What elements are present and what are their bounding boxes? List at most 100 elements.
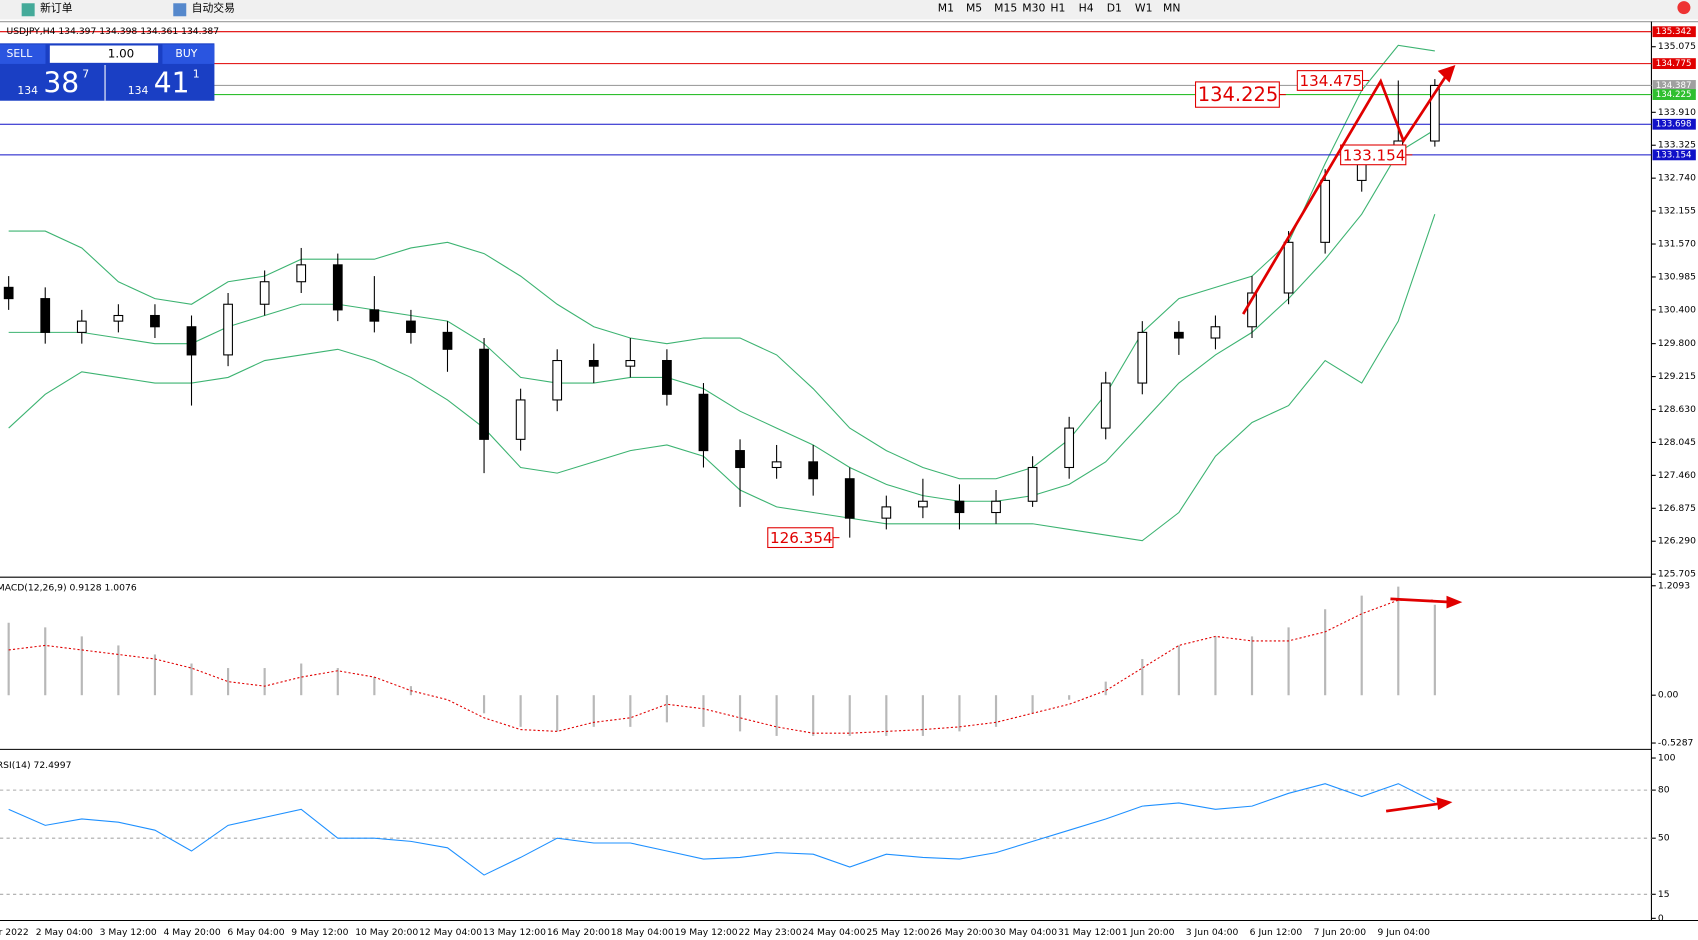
ask-big-figure[interactable]: 134	[128, 84, 149, 97]
alert-icon[interactable]	[1677, 1, 1691, 15]
price-level-tag	[1652, 58, 1696, 70]
candle-body	[1100, 382, 1111, 429]
bid-pips[interactable]: 38	[43, 66, 79, 99]
x-tick-label: 12 May 04:00	[419, 927, 482, 938]
bollinger-band	[8, 214, 1436, 542]
candle-body	[479, 348, 489, 440]
bollinger-band	[8, 129, 1436, 502]
price-level-tag	[1652, 26, 1696, 38]
candle-body	[588, 359, 599, 367]
candle-body	[332, 264, 343, 311]
candle-body	[1027, 466, 1038, 502]
x-tick-label: 19 May 12:00	[675, 927, 738, 938]
x-tick-label: 3 May 12:00	[100, 927, 157, 938]
candle-body	[881, 506, 892, 519]
lots-value[interactable]: 1.00	[108, 47, 135, 61]
buy-label[interactable]: BUY	[175, 47, 197, 60]
y-tick-label: 131.570	[1658, 239, 1696, 250]
y-tick-label: 128.045	[1658, 437, 1696, 448]
macd-signal	[8, 599, 1435, 734]
buy-button[interactable]	[162, 44, 215, 64]
y-tick-label: 129.215	[1658, 371, 1696, 382]
panel-title: USDJPY,H4 134.397 134.398 134.361 134.38…	[6, 26, 219, 37]
candle-body	[1247, 292, 1257, 328]
bid-fraction[interactable]: 7	[82, 68, 89, 81]
y-tick-label: -0.5287	[1658, 738, 1694, 749]
timeframe-button[interactable]: M30	[1022, 2, 1045, 15]
new-order-button[interactable]: 新订单	[40, 1, 73, 15]
x-tick-label: 18 May 04:00	[611, 927, 674, 938]
bid-big-figure[interactable]: 134	[17, 84, 38, 97]
y-tick-label: 15	[1658, 889, 1670, 900]
timeframe-button[interactable]: H1	[1050, 2, 1065, 15]
price-level-label: 134.775	[1656, 59, 1692, 69]
candle-body	[954, 500, 965, 514]
y-tick-label: 80	[1658, 785, 1670, 796]
ask-pips[interactable]: 41	[154, 66, 190, 99]
timeframe-button[interactable]: MN	[1163, 2, 1180, 15]
candle-body	[515, 399, 526, 440]
candle-body	[369, 309, 380, 322]
price-annotation-box	[1194, 81, 1280, 108]
candle-body	[771, 461, 782, 469]
candle-body	[259, 281, 270, 305]
candle-body	[442, 331, 453, 350]
candle-body	[1320, 179, 1331, 243]
timeframe-button[interactable]: M15	[994, 2, 1017, 15]
x-tick-label: 29 Apr 2022	[0, 927, 29, 938]
macd-arrow	[1390, 597, 1452, 604]
lots-input[interactable]	[49, 45, 159, 63]
candle-body	[1283, 241, 1294, 294]
auto-trading-button[interactable]: 自动交易	[192, 1, 235, 15]
drawn-arrows	[1242, 65, 1463, 813]
x-tick-label: 16 May 20:00	[547, 927, 610, 938]
candle-body	[735, 450, 745, 469]
price-level-label: 133.698	[1656, 120, 1692, 130]
candle-body	[223, 303, 233, 356]
candle-body	[76, 320, 87, 333]
price-level-tag	[1652, 89, 1696, 100]
candle-body	[40, 298, 51, 333]
candle-body	[662, 359, 672, 395]
price-level-label: 133.154	[1656, 150, 1692, 160]
new-order-icon[interactable]	[21, 3, 35, 17]
price-level-tag	[1652, 80, 1696, 91]
y-tick-label: 0.00	[1658, 690, 1679, 701]
x-tick-label: 26 May 20:00	[930, 927, 993, 938]
y-tick-label: 127.460	[1658, 470, 1696, 481]
candle-body	[296, 264, 307, 283]
sell-label[interactable]: SELL	[6, 47, 32, 60]
timeframe-button[interactable]: W1	[1135, 2, 1153, 15]
y-tick-label: 0	[1658, 913, 1664, 924]
x-tick-label: 1 Jun 20:00	[1122, 927, 1175, 938]
x-tick-label: 6 May 04:00	[227, 927, 284, 938]
candle-body	[186, 326, 197, 356]
timeframe-button[interactable]: M5	[966, 2, 982, 15]
timeframe-button[interactable]: M1	[938, 2, 954, 15]
sell-button[interactable]	[0, 44, 46, 64]
y-tick-label: 132.740	[1658, 173, 1696, 184]
y-tick-label: 100	[1658, 753, 1676, 764]
ask-fraction[interactable]: 1	[193, 68, 200, 81]
timeframe-button[interactable]: H4	[1079, 2, 1094, 15]
price-annotation: 134.225	[1198, 83, 1279, 106]
y-tick-label: 130.985	[1658, 271, 1696, 282]
price-annotation: 134.475	[1299, 72, 1362, 90]
auto-trading-icon[interactable]	[173, 3, 187, 17]
trend-arrow	[1242, 70, 1451, 315]
candle-body	[991, 500, 1001, 514]
price-level-tag	[1652, 149, 1696, 161]
macd-panel: 1.2093 0.00 -0.5287 MACD(12,26,9) 0.9128 1.…	[0, 580, 1694, 748]
candle-body	[150, 314, 160, 328]
price-panel: 135.075 133.910 133.325 132.740 132.155 131.5…	[0, 26, 1696, 938]
candle-body	[113, 314, 124, 322]
y-tick-label: 50	[1658, 833, 1670, 844]
x-tick-label: 30 May 04:00	[994, 927, 1057, 938]
rsi-arrow	[1385, 802, 1441, 813]
candle-body	[698, 393, 709, 452]
timeframe-button[interactable]: D1	[1107, 2, 1122, 15]
bollinger-band	[8, 44, 1435, 480]
price-level-tag	[1652, 118, 1696, 130]
